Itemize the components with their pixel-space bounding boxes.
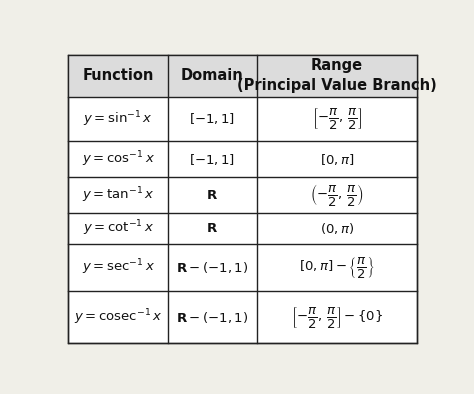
Text: $\mathbf{R}$: $\mathbf{R}$	[206, 222, 219, 235]
Text: $[0, \pi] - \left\{\dfrac{\pi}{2}\right\}$: $[0, \pi] - \left\{\dfrac{\pi}{2}\right\…	[299, 255, 375, 280]
Text: $(0, \pi)$: $(0, \pi)$	[320, 221, 355, 236]
Text: Domain: Domain	[181, 68, 244, 83]
Text: Function: Function	[82, 68, 154, 83]
Text: $\mathbf{R}$: $\mathbf{R}$	[206, 189, 219, 202]
Text: $y = \cos^{-1} x$: $y = \cos^{-1} x$	[82, 150, 155, 169]
Text: $[0, \pi]$: $[0, \pi]$	[320, 152, 355, 167]
Text: $y = \sec^{-1} x$: $y = \sec^{-1} x$	[82, 258, 155, 277]
Text: $\mathbf{R} - (-1, 1)$: $\mathbf{R} - (-1, 1)$	[176, 260, 248, 275]
Text: $\left(-\dfrac{\pi}{2},\, \dfrac{\pi}{2}\right)$: $\left(-\dfrac{\pi}{2},\, \dfrac{\pi}{2}…	[310, 182, 364, 208]
Text: $y = \sin^{-1} x$: $y = \sin^{-1} x$	[83, 109, 153, 129]
Bar	[68, 55, 418, 97]
Text: $y = \operatorname{cosec}^{-1} x$: $y = \operatorname{cosec}^{-1} x$	[74, 307, 163, 327]
Text: $\left[-\dfrac{\pi}{2},\, \dfrac{\pi}{2}\right] - \{0\}$: $\left[-\dfrac{\pi}{2},\, \dfrac{\pi}{2}…	[291, 305, 383, 330]
Text: $[-1, 1]$: $[-1, 1]$	[190, 152, 236, 167]
Text: $\left[-\dfrac{\pi}{2},\, \dfrac{\pi}{2}\right]$: $\left[-\dfrac{\pi}{2},\, \dfrac{\pi}{2}…	[312, 106, 362, 132]
Text: $[-1, 1]$: $[-1, 1]$	[190, 112, 236, 126]
Text: $y = \cot^{-1} x$: $y = \cot^{-1} x$	[82, 219, 154, 238]
Text: Range
(Principal Value Branch): Range (Principal Value Branch)	[237, 58, 437, 93]
Text: $y = \tan^{-1} x$: $y = \tan^{-1} x$	[82, 186, 155, 205]
Text: $\mathbf{R} - (-1, 1)$: $\mathbf{R} - (-1, 1)$	[176, 310, 248, 325]
